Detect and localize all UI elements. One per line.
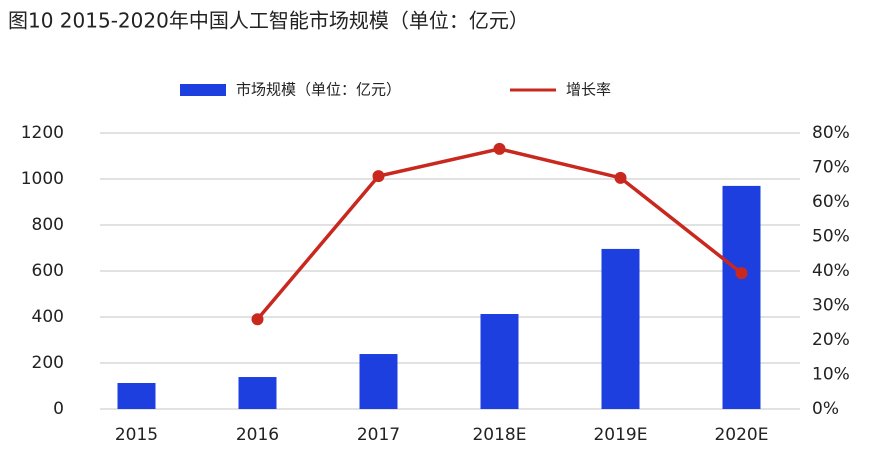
bar — [117, 383, 156, 409]
x-tick-label: 2015 — [115, 425, 158, 445]
x-tick-label: 2017 — [357, 425, 400, 445]
chart-title: 图10 2015-2020年中国人工智能市场规模（单位：亿元） — [8, 9, 529, 33]
y-tick-label: 800 — [32, 215, 64, 235]
y-tick-label: 200 — [32, 353, 64, 373]
y-tick-label: 0 — [53, 399, 64, 419]
y2-tick-label: 60% — [812, 192, 850, 212]
y2-tick-label: 20% — [812, 330, 850, 350]
legend-swatch — [180, 84, 226, 96]
bar — [722, 185, 761, 409]
line-point — [372, 170, 385, 183]
x-tick-label: 2019E — [593, 425, 647, 445]
x-tick-label: 2016 — [236, 425, 279, 445]
y-tick-label: 1200 — [21, 123, 64, 143]
y-tick-label: 1000 — [21, 169, 64, 189]
x-tick-label: 2018E — [472, 425, 526, 445]
y-tick-label: 600 — [32, 261, 64, 281]
y2-tick-label: 40% — [812, 261, 850, 281]
y2-tick-label: 80% — [812, 123, 850, 143]
line — [256, 147, 743, 321]
bar — [238, 377, 277, 409]
y2-tick-label: 10% — [812, 365, 850, 385]
y2-tick-label: 0% — [812, 399, 839, 419]
line-point — [251, 313, 264, 326]
legend-label: 市场规模（单位：亿元） — [236, 81, 401, 99]
y2-tick-label: 30% — [812, 296, 850, 316]
y-tick-label: 400 — [32, 307, 64, 327]
legend-label: 增长率 — [566, 81, 611, 99]
y2-tick-label: 50% — [812, 227, 850, 247]
y2-tick-label: 70% — [812, 158, 850, 178]
line-point — [493, 142, 506, 155]
x-tick-label: 2020E — [714, 425, 768, 445]
line-point — [735, 267, 748, 280]
bar — [359, 354, 398, 409]
bar — [601, 248, 640, 409]
bar — [480, 314, 519, 409]
line-point — [614, 171, 627, 184]
